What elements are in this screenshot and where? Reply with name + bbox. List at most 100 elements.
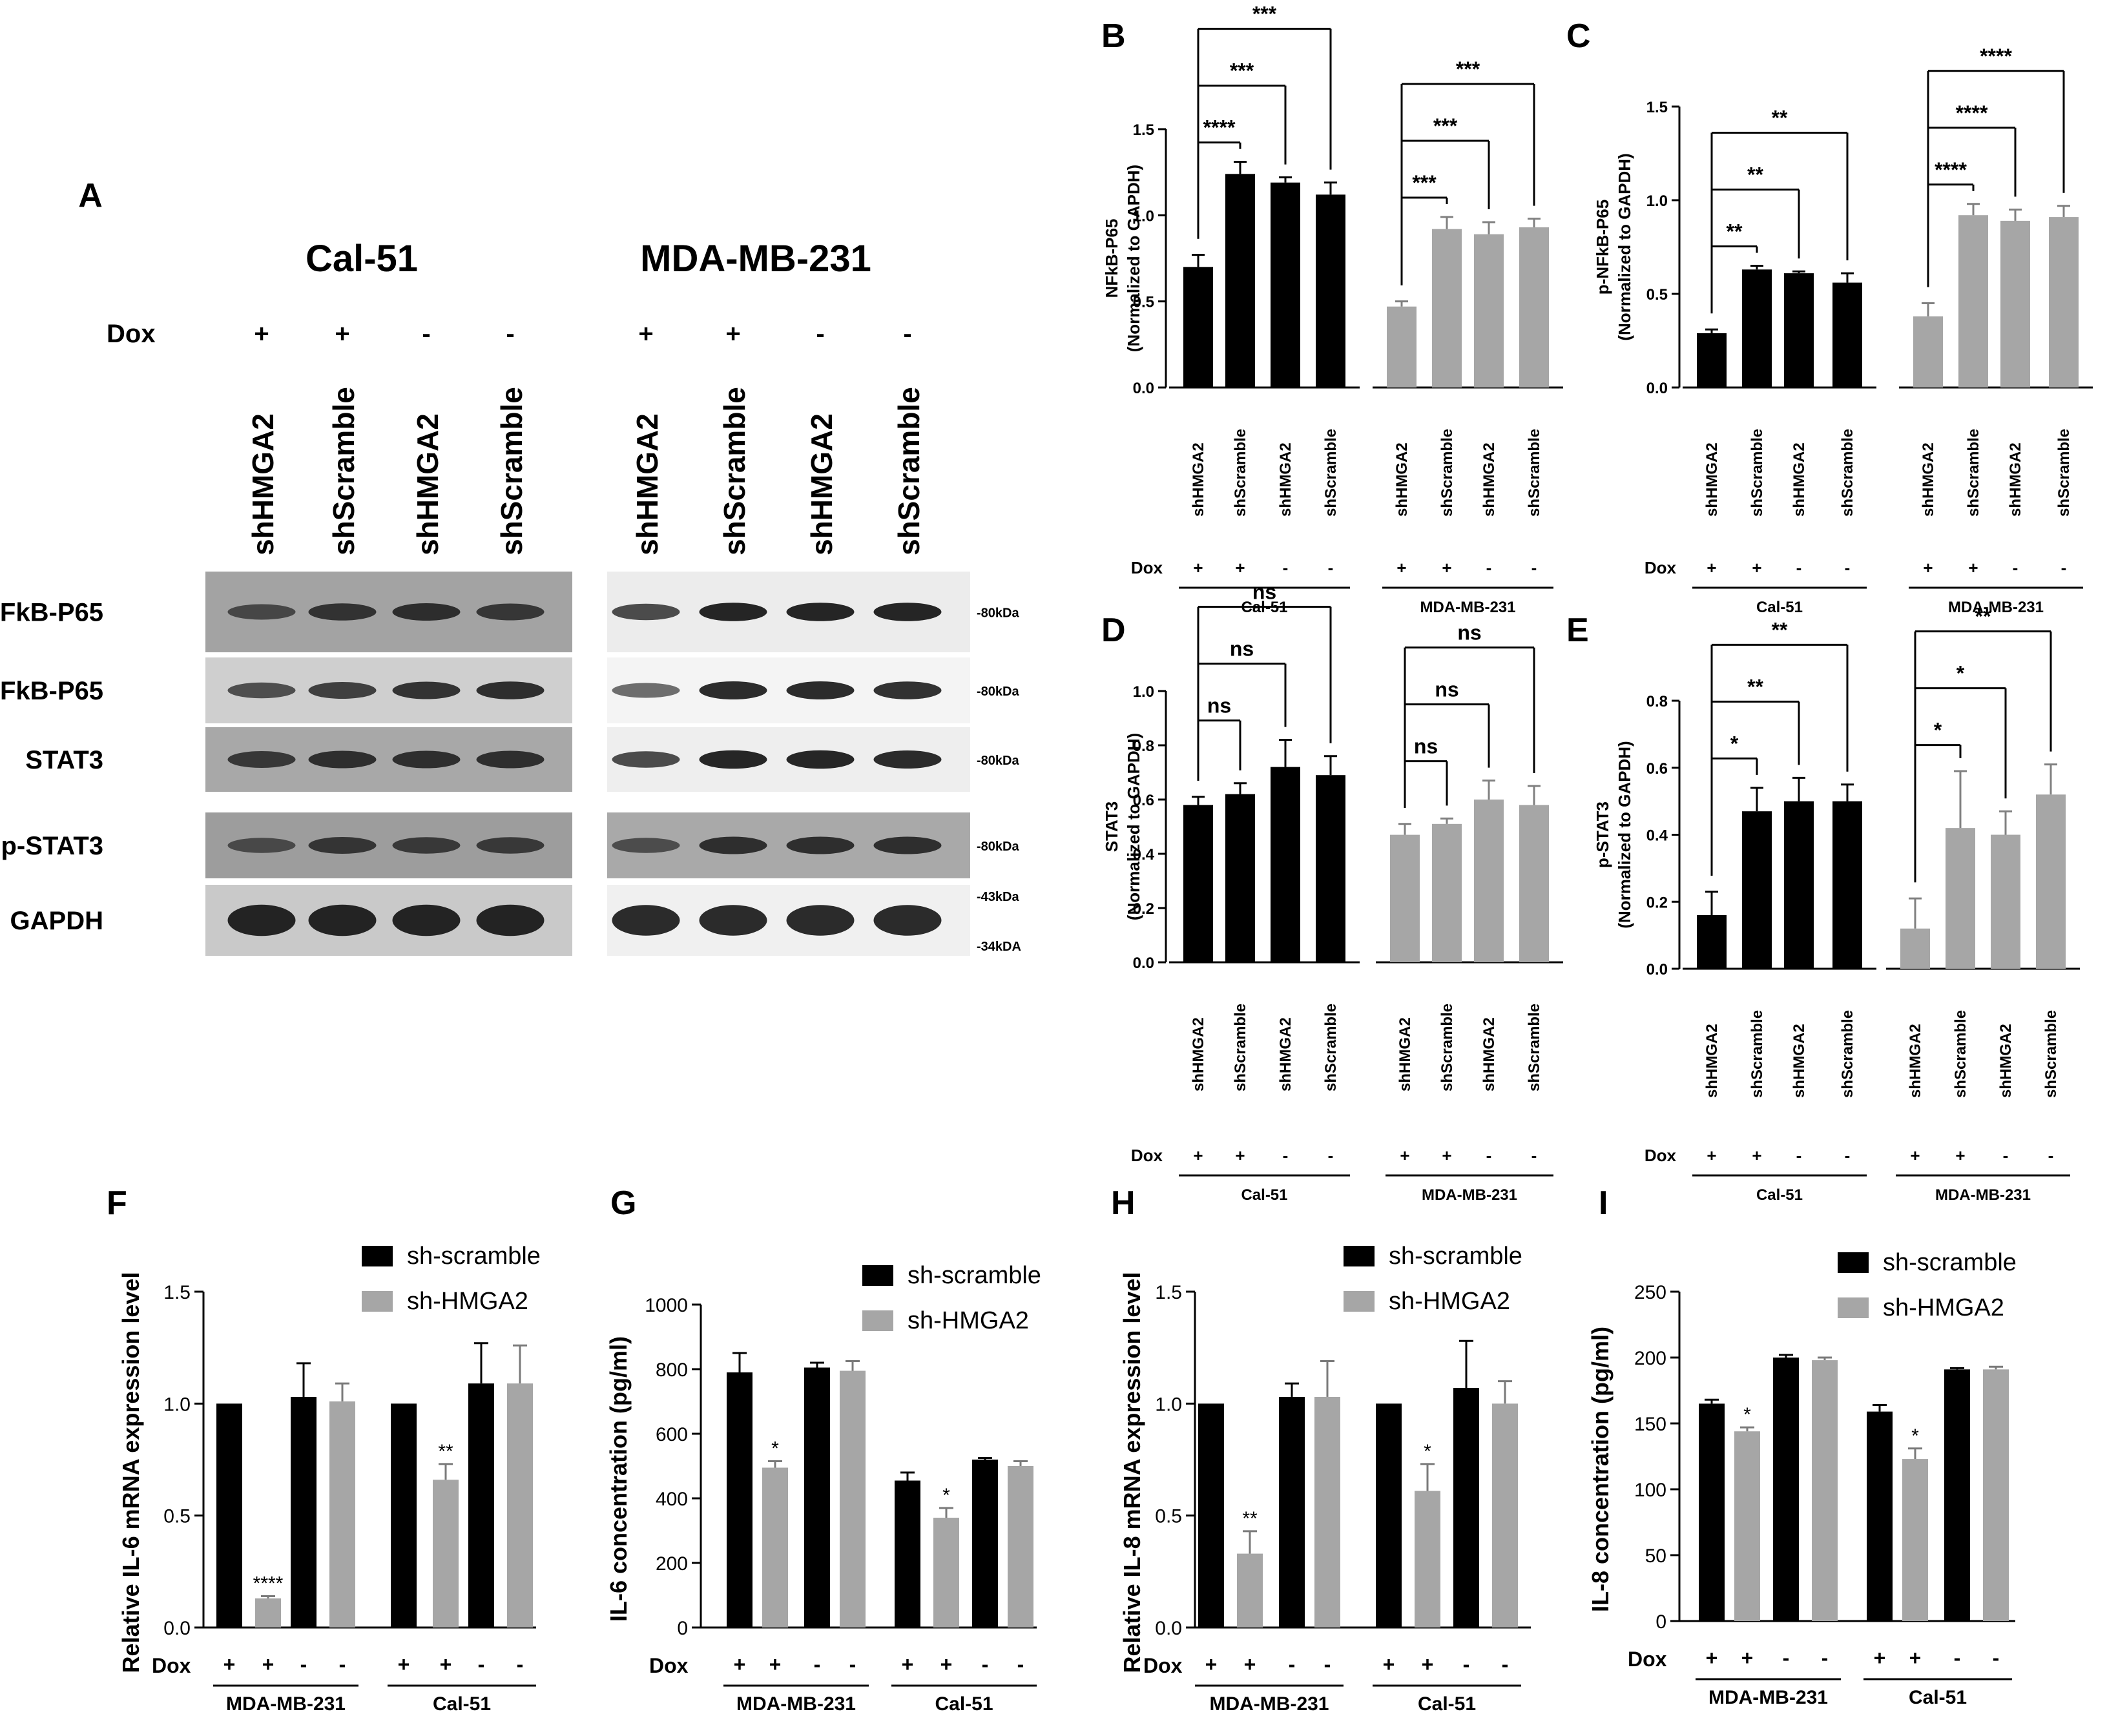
sig-label: ** xyxy=(1747,675,1763,698)
sig-label: ns xyxy=(1414,735,1438,758)
bar xyxy=(1387,306,1417,388)
blot-band xyxy=(227,838,296,853)
sig-label: ns xyxy=(1252,581,1276,604)
y-tick-label: 1.0 xyxy=(1133,683,1154,701)
bar xyxy=(727,1372,752,1628)
bar xyxy=(1697,333,1727,388)
dox-sign: + xyxy=(262,1653,275,1676)
dox-sign: + xyxy=(1909,1646,1922,1669)
category-label: shHMGA2 xyxy=(1790,1024,1808,1098)
category-label: shScramble xyxy=(1749,1010,1766,1098)
legend-label: sh-scramble xyxy=(1389,1243,1522,1270)
panel-label: C xyxy=(1566,17,1591,55)
sig-label: * xyxy=(1911,1425,1919,1447)
blot-band xyxy=(612,603,680,621)
blot-band xyxy=(873,750,942,769)
dox-sign: + xyxy=(398,1653,410,1676)
legend-swatch xyxy=(1344,1291,1375,1312)
sig-label: ** xyxy=(1727,220,1743,243)
blot-band xyxy=(476,681,545,699)
y-tick-label: 400 xyxy=(656,1489,688,1510)
blot-band xyxy=(873,905,942,936)
lane-label: shHMGA2 xyxy=(411,413,444,555)
y-tick-label: 0.8 xyxy=(1646,693,1668,710)
dox-sign: + xyxy=(734,1653,746,1676)
y-tick-label: 0.8 xyxy=(1133,738,1154,755)
dox-sign: + xyxy=(1741,1646,1754,1669)
dox-sign: + xyxy=(902,1653,914,1676)
bar xyxy=(1008,1466,1033,1628)
kda-marker: -80kDa xyxy=(977,840,1019,854)
dox-sign: - xyxy=(1783,1646,1790,1669)
sig-label: * xyxy=(1934,719,1942,742)
sig-label: * xyxy=(771,1438,779,1460)
blot-band xyxy=(612,751,680,768)
blot-band xyxy=(699,905,767,936)
y-axis-label: p-NFkB-P65 xyxy=(1593,200,1612,294)
sig-label: *** xyxy=(1230,59,1254,83)
sig-label: **** xyxy=(253,1573,284,1594)
bar xyxy=(1314,1396,1340,1628)
group-label: MDA-MB-231 xyxy=(1209,1693,1329,1715)
panel-f-chart: F 0.0 0.5 1.0 1.5 Relative IL-6 mRNA expressi… xyxy=(107,1184,541,1715)
y-tick-label: 0.0 xyxy=(1646,961,1668,978)
dox-sign: - xyxy=(1283,1146,1289,1165)
category-label: shHMGA2 xyxy=(2007,442,2024,517)
blot-band xyxy=(612,683,680,698)
y-tick-label: 0.0 xyxy=(163,1618,191,1639)
blot-band xyxy=(786,905,855,936)
sig-label: ** xyxy=(1772,618,1788,641)
dox-label: Dox xyxy=(1143,1654,1183,1677)
blot-band xyxy=(476,750,545,769)
bar xyxy=(1699,1403,1725,1621)
blot-band xyxy=(308,682,377,699)
dox-sign: + xyxy=(223,1653,236,1676)
y-tick-label: 800 xyxy=(656,1359,688,1381)
y-tick-label: 1.0 xyxy=(1646,192,1668,210)
category-label: shHMGA2 xyxy=(1393,442,1411,517)
dox-sign: + xyxy=(1235,1146,1245,1165)
dox-sign: - xyxy=(1486,1146,1492,1165)
group-label: Cal-51 xyxy=(1909,1687,1967,1708)
bar xyxy=(1812,1360,1838,1621)
dox-sign: - xyxy=(1324,1653,1331,1676)
lane-label: shHMGA2 xyxy=(630,413,664,555)
bar xyxy=(433,1480,459,1628)
bar xyxy=(1913,316,1943,388)
dox-sign: - xyxy=(2013,558,2019,577)
kda-marker: -80kDa xyxy=(977,606,1019,621)
dox-sign: - xyxy=(1531,558,1537,577)
blot-band xyxy=(392,603,461,621)
dox-sign: + xyxy=(1400,1146,1409,1165)
category-label: shHMGA2 xyxy=(1480,442,1498,517)
y-tick-label: 0.2 xyxy=(1646,894,1668,911)
sig-label: *** xyxy=(1433,114,1458,138)
category-label: shHMGA2 xyxy=(1277,1017,1294,1091)
blot-band xyxy=(786,750,855,769)
category-label: shHMGA2 xyxy=(1190,1017,1207,1091)
category-label: shHMGA2 xyxy=(1396,1017,1414,1091)
category-label: shScramble xyxy=(1438,429,1456,517)
sig-label: * xyxy=(1730,732,1739,755)
dox-sign: + xyxy=(1910,1146,1920,1165)
sig-label: ns xyxy=(1435,678,1458,701)
dox-sign: + xyxy=(1752,558,1761,577)
y-tick-label: 600 xyxy=(656,1424,688,1445)
bar xyxy=(1784,801,1814,969)
dox-sign: + xyxy=(1383,1653,1395,1676)
y-tick-label: 0.5 xyxy=(1133,294,1154,311)
legend-swatch xyxy=(362,1246,393,1266)
panel-b-chart: B 0.0 0.5 1.0 1.5 NFkB-P65 (Normalized to GAPD… xyxy=(1101,3,1563,616)
blot-band xyxy=(227,604,296,620)
y-tick-label: 1.5 xyxy=(1133,121,1154,139)
blot-band xyxy=(227,904,296,936)
blot-band xyxy=(308,603,377,621)
cell-line-label: Cal-51 xyxy=(306,238,418,280)
sig-label: * xyxy=(942,1485,950,1506)
dox-sign: + xyxy=(1235,558,1245,577)
category-label: shScramble xyxy=(2055,429,2073,517)
sig-label: ** xyxy=(1975,605,1991,628)
bar xyxy=(1183,267,1213,388)
dox-sign: - xyxy=(903,320,911,348)
blot-band xyxy=(308,837,377,854)
